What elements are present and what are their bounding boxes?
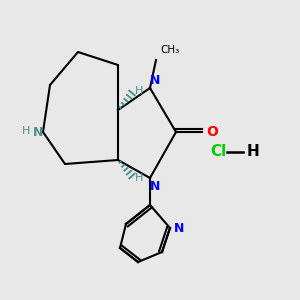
Text: H: H	[247, 145, 260, 160]
Text: H: H	[135, 173, 143, 183]
Text: H: H	[22, 126, 30, 136]
Text: CH₃: CH₃	[160, 45, 179, 55]
Text: N: N	[150, 74, 160, 86]
Text: O: O	[206, 125, 218, 139]
Text: Cl: Cl	[210, 145, 226, 160]
Text: N: N	[33, 125, 43, 139]
Text: N: N	[150, 179, 160, 193]
Text: H: H	[135, 86, 143, 96]
Text: N: N	[174, 221, 184, 235]
